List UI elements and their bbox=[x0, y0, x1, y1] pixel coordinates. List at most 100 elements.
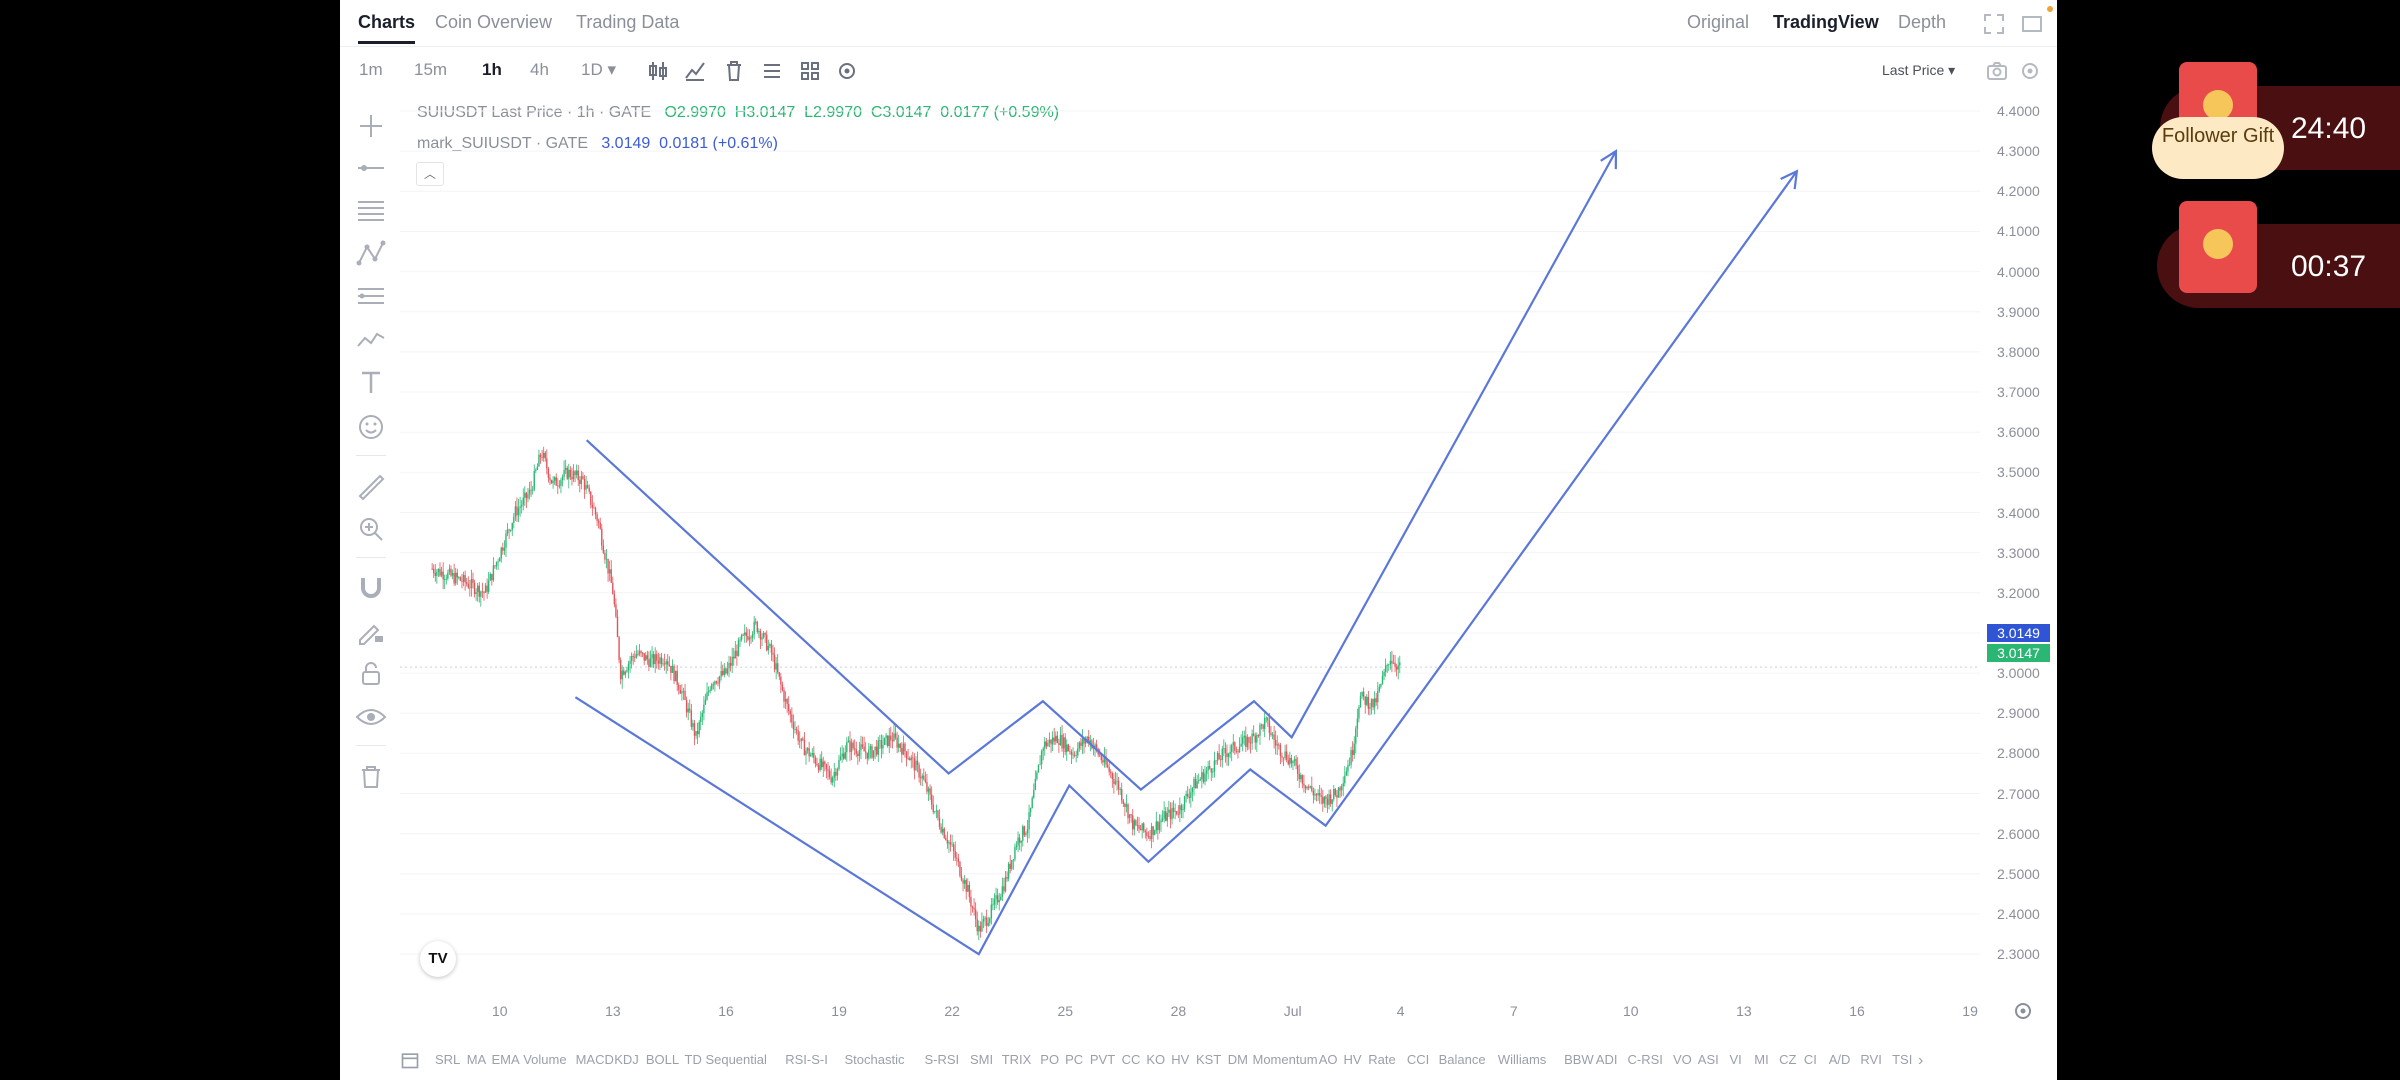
tab-trading-data[interactable]: Trading Data bbox=[576, 12, 680, 32]
indicator-item[interactable]: PVT bbox=[1089, 1052, 1116, 1067]
indicator-item[interactable]: Volume bbox=[523, 1052, 567, 1067]
tab-coin-overview[interactable]: Coin Overview bbox=[435, 12, 553, 32]
indicator-item[interactable]: KST bbox=[1196, 1052, 1222, 1067]
layout-grid-icon[interactable] bbox=[798, 59, 822, 83]
indicator-item[interactable]: VI bbox=[1729, 1052, 1742, 1067]
view-original[interactable]: Original bbox=[1687, 12, 1750, 32]
indicator-item[interactable]: C-RSI bbox=[1627, 1052, 1663, 1067]
emoji-icon[interactable] bbox=[354, 410, 388, 444]
trash-drawings-icon[interactable] bbox=[722, 59, 746, 83]
camera-icon[interactable] bbox=[1985, 59, 2009, 83]
indicator-item[interactable]: Williams bbox=[1497, 1052, 1547, 1067]
descending-wedge-upper[interactable] bbox=[585, 150, 1617, 791]
indicator-item[interactable]: SMI bbox=[970, 1052, 994, 1067]
calendar-icon[interactable] bbox=[400, 1050, 420, 1070]
indicator-item[interactable]: EMA bbox=[491, 1052, 520, 1067]
forecast-icon[interactable] bbox=[354, 322, 388, 356]
fullscreen-icon[interactable] bbox=[1982, 12, 2006, 36]
indicator-item[interactable]: CCI bbox=[1406, 1052, 1430, 1067]
candle-type-icon[interactable] bbox=[646, 59, 670, 83]
chart-settings-icon[interactable] bbox=[2018, 59, 2042, 83]
indicator-item[interactable]: PC bbox=[1065, 1052, 1084, 1067]
indicator-item[interactable]: TSI bbox=[1892, 1052, 1913, 1067]
red-envelope-icon[interactable] bbox=[2179, 201, 2257, 293]
indicator-item[interactable]: MI bbox=[1754, 1052, 1769, 1067]
interval-1d[interactable]: 1D ▾ bbox=[581, 60, 616, 79]
indicator-item[interactable]: SRL bbox=[435, 1052, 461, 1067]
collapse-legend-button[interactable]: ︿ bbox=[416, 162, 444, 186]
list-icon[interactable] bbox=[760, 59, 784, 83]
candle-body bbox=[1121, 789, 1123, 801]
candle-body bbox=[998, 900, 1000, 903]
indicator-item[interactable]: TRIX bbox=[1001, 1052, 1032, 1067]
price-type-select[interactable]: Last Price ▾ bbox=[1882, 62, 1956, 78]
fib-tool-icon[interactable] bbox=[354, 279, 388, 313]
window-icon[interactable] bbox=[2020, 12, 2044, 36]
mark-price-legend: mark_SUIUSDT · GATE 3.0149 0.0181 (+0.61… bbox=[417, 135, 778, 153]
candle-body bbox=[1025, 833, 1027, 836]
indicators-icon[interactable] bbox=[683, 59, 707, 83]
indicator-item[interactable]: Momentum bbox=[1252, 1052, 1318, 1067]
indicator-item[interactable]: CI bbox=[1803, 1052, 1817, 1067]
candle-body bbox=[1248, 737, 1250, 743]
indicator-item[interactable]: A/D bbox=[1828, 1052, 1851, 1067]
axis-settings-icon[interactable] bbox=[2011, 999, 2035, 1023]
interval-1h[interactable]: 1h bbox=[482, 60, 502, 79]
indicator-item[interactable]: DM bbox=[1227, 1052, 1248, 1067]
indicator-item[interactable]: CZ bbox=[1779, 1052, 1797, 1067]
indicator-item[interactable]: KDJ bbox=[614, 1052, 639, 1067]
indicator-item[interactable]: MA bbox=[466, 1052, 487, 1067]
tradingview-logo[interactable]: TV bbox=[420, 941, 456, 977]
candle-body bbox=[711, 684, 713, 690]
indicator-item[interactable]: BBW bbox=[1564, 1052, 1594, 1067]
price-chart[interactable] bbox=[340, 0, 2057, 1040]
indicator-item[interactable]: Balance bbox=[1438, 1052, 1486, 1067]
text-tool-icon[interactable] bbox=[354, 365, 388, 399]
magnet-icon[interactable] bbox=[354, 570, 388, 604]
settings-gear-icon[interactable] bbox=[835, 59, 859, 83]
indicator-item[interactable]: AO bbox=[1318, 1052, 1338, 1067]
lock-pencil-icon[interactable] bbox=[354, 614, 388, 648]
trash-icon[interactable] bbox=[354, 760, 388, 794]
candle-body bbox=[916, 760, 919, 765]
zoom-in-icon[interactable] bbox=[354, 512, 388, 546]
eye-icon[interactable] bbox=[354, 700, 388, 734]
indicator-item[interactable]: Rate bbox=[1368, 1052, 1396, 1067]
crosshair-icon[interactable] bbox=[354, 109, 388, 143]
indicator-item[interactable]: TD Sequential bbox=[684, 1052, 767, 1067]
candle-body bbox=[1262, 724, 1264, 729]
indicator-item[interactable]: MACD bbox=[575, 1052, 614, 1067]
view-tradingview[interactable]: TradingView bbox=[1773, 12, 1879, 32]
candle-body bbox=[709, 689, 711, 691]
ruler-icon[interactable] bbox=[354, 470, 388, 504]
pattern-icon[interactable] bbox=[354, 236, 388, 270]
candle-body bbox=[908, 758, 911, 761]
view-depth[interactable]: Depth bbox=[1898, 12, 1947, 32]
indicator-item[interactable]: RSI-S-I bbox=[785, 1052, 828, 1067]
indicator-item[interactable]: BOLL bbox=[645, 1052, 680, 1067]
interval-4h[interactable]: 4h bbox=[530, 60, 549, 79]
tab-charts[interactable]: Charts bbox=[358, 12, 416, 32]
candle-body bbox=[822, 761, 824, 768]
horizontal-lines-icon[interactable] bbox=[354, 193, 388, 227]
follower-gift-badge[interactable]: Follower Gift bbox=[2152, 117, 2284, 179]
indicator-item[interactable]: CC bbox=[1121, 1052, 1141, 1067]
indicator-item[interactable]: HV bbox=[1171, 1052, 1190, 1067]
trend-line-icon[interactable] bbox=[354, 151, 388, 185]
indicator-item[interactable]: S-RSI bbox=[924, 1052, 960, 1067]
indicator-item[interactable]: KO bbox=[1146, 1052, 1166, 1067]
lock-icon[interactable] bbox=[354, 657, 388, 691]
interval-15m[interactable]: 15m bbox=[414, 60, 448, 79]
chevron-right-icon[interactable]: › bbox=[1918, 1052, 1924, 1069]
indicator-item[interactable]: VO bbox=[1673, 1052, 1692, 1067]
indicator-item[interactable]: PO bbox=[1040, 1052, 1060, 1067]
indicator-item[interactable]: HV bbox=[1343, 1052, 1362, 1067]
indicator-item[interactable]: ASI bbox=[1697, 1052, 1719, 1067]
x-tick-label: 4 bbox=[1396, 1003, 1405, 1019]
indicator-item[interactable]: Stochastic bbox=[844, 1052, 905, 1067]
indicator-item[interactable]: RVI bbox=[1860, 1052, 1882, 1067]
indicator-item[interactable]: ADI bbox=[1595, 1052, 1618, 1067]
interval-1m[interactable]: 1m bbox=[359, 60, 383, 79]
candle-body bbox=[729, 663, 732, 666]
descending-wedge-lower[interactable] bbox=[574, 170, 1798, 956]
